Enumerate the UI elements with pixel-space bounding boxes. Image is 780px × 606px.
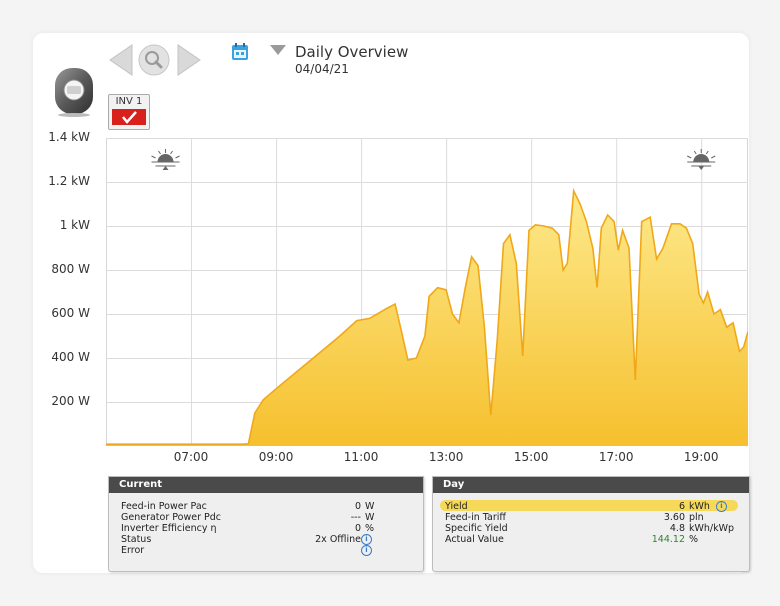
inverter-label: INV 1 xyxy=(115,96,143,107)
row-label: Generator Power Pdc xyxy=(121,512,221,523)
row-value: 4.8 xyxy=(669,523,685,534)
calendar-icon[interactable] xyxy=(231,42,249,62)
y-tick-label: 1.2 kW xyxy=(48,174,90,188)
panel-row: Inverter Efficiency η 0% xyxy=(109,523,423,534)
x-tick-label: 15:00 xyxy=(513,450,549,464)
power-line xyxy=(106,187,748,445)
day-panel-title: Day xyxy=(433,477,749,493)
row-label: Inverter Efficiency η xyxy=(121,523,217,534)
x-tick-label: 13:00 xyxy=(428,450,464,464)
sunset-icon xyxy=(687,149,716,170)
info-icon[interactable]: i xyxy=(361,545,372,556)
row-label: Specific Yield xyxy=(445,523,508,534)
page-title: Daily Overview xyxy=(295,43,409,61)
checkmark-icon xyxy=(122,111,137,124)
row-value: 2x Offline xyxy=(315,534,361,545)
row-unit: % xyxy=(365,523,375,534)
row-value: --- xyxy=(350,512,361,523)
x-tick-label: 17:00 xyxy=(598,450,634,464)
panel-row: Feed-in Tariff 3.60 pln xyxy=(433,512,749,523)
row-unit: kWh/kWp xyxy=(689,523,735,534)
row-value: 144.12 xyxy=(651,534,685,545)
view-dropdown-arrow[interactable] xyxy=(270,45,286,55)
y-tick-label: 800 W xyxy=(51,262,90,276)
y-tick-label: 400 W xyxy=(51,350,90,364)
row-label: Feed-in Power Pac xyxy=(121,501,207,512)
selected-date: 04/04/21 xyxy=(295,62,349,76)
current-panel-title: Current xyxy=(109,477,423,493)
prev-day-button[interactable] xyxy=(106,43,136,77)
inverter-selected-check xyxy=(112,109,146,125)
info-icon[interactable]: i xyxy=(361,534,372,545)
x-tick-label: 09:00 xyxy=(258,450,294,464)
panel-row: Status 2x Offline i xyxy=(109,534,423,545)
row-unit: W xyxy=(365,501,375,512)
panel-row: Error i xyxy=(109,545,423,556)
panel-row: Yield 6 kWh i xyxy=(433,501,749,512)
y-tick-label: 200 W xyxy=(51,394,90,408)
row-label: Status xyxy=(121,534,152,545)
x-tick-label: 19:00 xyxy=(683,450,719,464)
row-label: Error xyxy=(121,545,145,556)
row-unit: kWh xyxy=(689,501,710,512)
row-label: Yield xyxy=(445,501,468,512)
row-value: 6 xyxy=(678,501,685,512)
power-chart xyxy=(106,138,748,446)
info-icon[interactable]: i xyxy=(716,501,727,512)
row-unit: W xyxy=(365,512,375,523)
sunrise-icon xyxy=(151,149,180,170)
panel-row: Feed-in Power Pac 0 W xyxy=(109,501,423,512)
panel-row: Actual Value 144.12% xyxy=(433,534,749,545)
y-tick-label: 1.4 kW xyxy=(48,130,90,144)
next-day-button[interactable] xyxy=(174,43,204,77)
row-value: 0 xyxy=(354,523,361,534)
row-unit: % xyxy=(689,534,699,545)
yield-highlight xyxy=(440,500,738,511)
y-tick-label: 1 kW xyxy=(59,218,90,232)
row-label: Actual Value xyxy=(445,534,504,545)
inverter-toggle-button[interactable]: INV 1 xyxy=(108,94,150,130)
x-tick-label: 07:00 xyxy=(173,450,209,464)
y-tick-label: 600 W xyxy=(51,306,90,320)
x-tick-label: 11:00 xyxy=(343,450,379,464)
zoom-button[interactable] xyxy=(136,43,172,77)
row-value: 0 xyxy=(354,501,361,512)
day-panel: Day Yield 6 kWh i Feed-in Tariff 3.60 pln Speci… xyxy=(432,476,750,572)
row-value: 3.60 xyxy=(663,512,685,523)
current-panel: Current Feed-in Power Pac 0 W Generator Pow… xyxy=(108,476,424,572)
row-label: Feed-in Tariff xyxy=(445,512,506,523)
panel-row: Specific Yield 4.8 kWh/kWp xyxy=(433,523,749,534)
row-unit: pln xyxy=(689,512,704,523)
panel-row: Generator Power Pdc --- W xyxy=(109,512,423,523)
inverter-device-icon xyxy=(55,68,93,117)
